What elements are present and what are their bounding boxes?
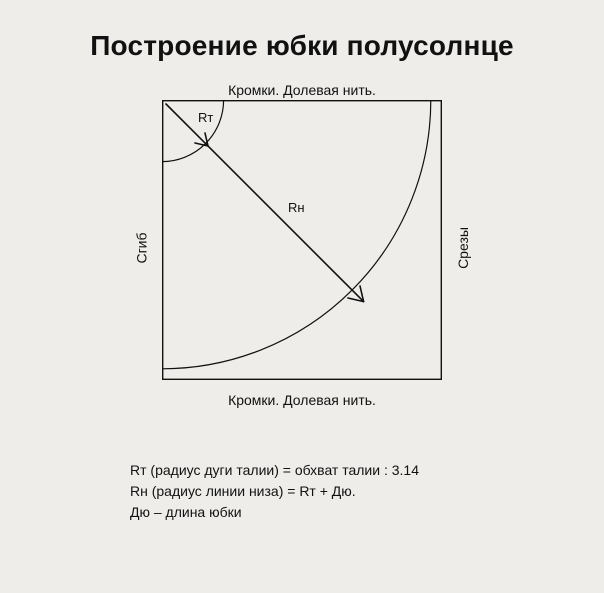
edge-label-right: Срезы (455, 227, 471, 269)
page-title: Построение юбки полусолнце (0, 30, 604, 62)
page: Построение юбки полусолнце Кромки. Долев… (0, 0, 604, 593)
formula-rh: Rн (радиус линии низа) = Rт + Дю. (130, 481, 419, 502)
formulas-block: Rт (радиус дуги талии) = обхват талии : … (130, 460, 419, 523)
label-rh: Rн (288, 200, 305, 215)
diagram-container: Кромки. Долевая нить. Кромки. Долевая ни… (0, 100, 604, 420)
edge-label-top: Кромки. Долевая нить. (0, 82, 604, 98)
formula-dyu: Дю – длина юбки (130, 502, 419, 523)
edge-label-bottom: Кромки. Долевая нить. (0, 392, 604, 408)
pattern-diagram: Rт Rн (162, 100, 442, 380)
formula-rt: Rт (радиус дуги талии) = обхват талии : … (130, 460, 419, 481)
radius-arrow (166, 104, 364, 302)
label-rt: Rт (198, 110, 213, 125)
edge-label-left: Сгиб (134, 232, 150, 263)
